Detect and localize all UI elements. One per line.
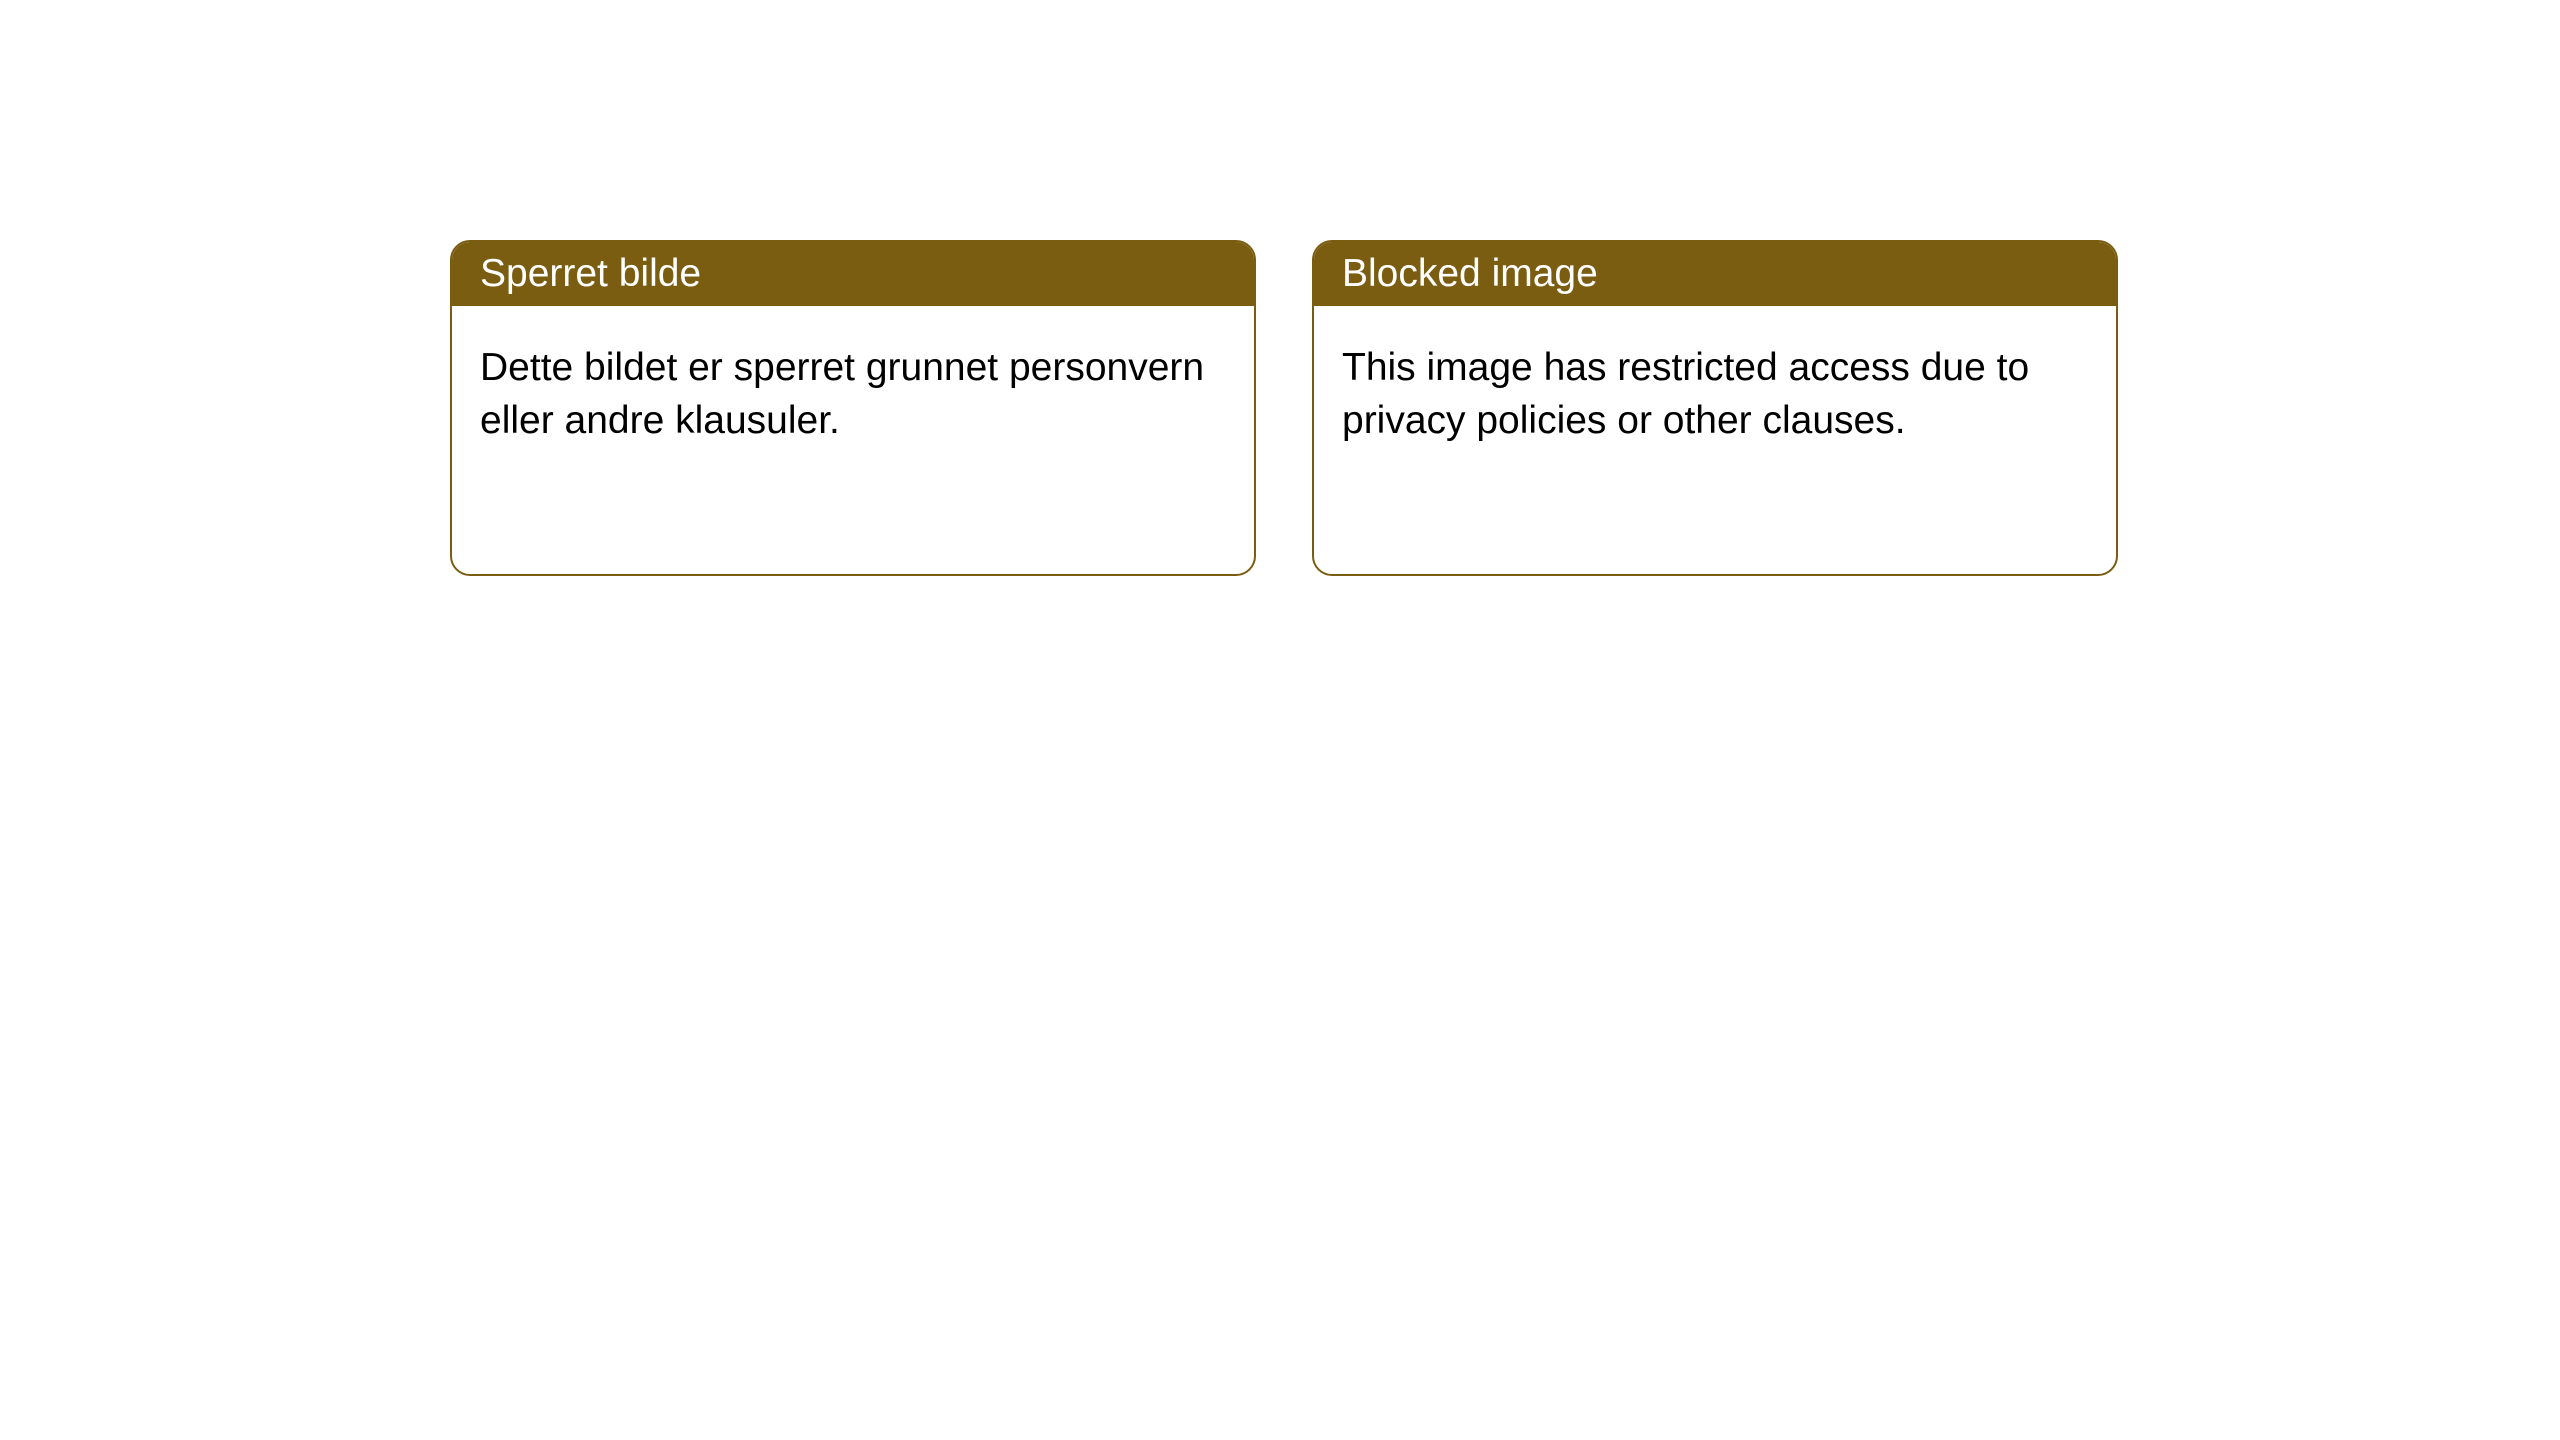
notice-container: Sperret bilde Dette bildet er sperret gr… — [0, 0, 2560, 576]
notice-card-norwegian: Sperret bilde Dette bildet er sperret gr… — [450, 240, 1256, 576]
notice-body: This image has restricted access due to … — [1314, 306, 2116, 483]
notice-header: Sperret bilde — [452, 242, 1254, 306]
notice-message: This image has restricted access due to … — [1342, 346, 2029, 442]
notice-title: Sperret bilde — [480, 252, 701, 295]
notice-header: Blocked image — [1314, 242, 2116, 306]
notice-body: Dette bildet er sperret grunnet personve… — [452, 306, 1254, 483]
notice-message: Dette bildet er sperret grunnet personve… — [480, 346, 1204, 442]
notice-title: Blocked image — [1342, 252, 1598, 295]
notice-card-english: Blocked image This image has restricted … — [1312, 240, 2118, 576]
